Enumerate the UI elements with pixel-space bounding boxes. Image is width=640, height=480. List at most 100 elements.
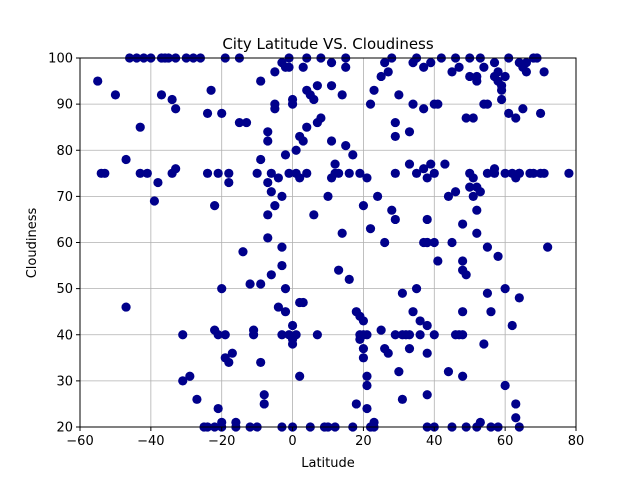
data-point (394, 367, 404, 377)
data-point (326, 136, 337, 146)
data-point (521, 58, 532, 68)
data-point (309, 210, 319, 220)
data-point (383, 67, 393, 77)
data-point (351, 399, 361, 409)
data-point (330, 159, 340, 169)
data-point (263, 177, 273, 188)
data-point (472, 205, 482, 215)
data-point (277, 330, 287, 340)
data-point (387, 205, 397, 215)
y-tick-label: 20 (56, 421, 73, 436)
data-point (458, 330, 468, 340)
data-point (472, 76, 482, 86)
data-point (458, 219, 468, 229)
data-point (390, 330, 400, 340)
data-point (404, 159, 415, 169)
x-tick-label: 20 (355, 434, 372, 449)
data-point (256, 357, 266, 368)
data-point (440, 159, 450, 169)
data-point (408, 99, 418, 109)
data-point (493, 67, 503, 77)
data-point (511, 113, 521, 123)
data-point (419, 164, 429, 174)
data-point (380, 237, 390, 248)
data-point (362, 173, 372, 183)
data-point (450, 187, 461, 197)
data-point (298, 297, 308, 308)
data-point (358, 201, 369, 211)
chart-title: City Latitude VS. Cloudiness (222, 35, 434, 53)
data-point (224, 357, 234, 368)
data-point (362, 403, 372, 414)
data-point (266, 168, 276, 178)
data-point (461, 113, 471, 123)
data-point (458, 307, 468, 317)
data-point (482, 168, 493, 178)
data-point (394, 90, 404, 100)
data-point (500, 71, 510, 82)
data-point (334, 168, 344, 178)
data-point (426, 159, 436, 169)
data-point (447, 237, 457, 248)
data-point (518, 104, 528, 114)
data-point (376, 71, 386, 82)
data-point (277, 260, 287, 271)
data-point (135, 168, 145, 178)
data-point (142, 168, 152, 178)
data-point (422, 390, 432, 400)
data-point (263, 136, 273, 146)
data-point (362, 330, 372, 340)
data-point (135, 122, 145, 132)
data-point (497, 94, 507, 105)
data-point (256, 154, 266, 165)
data-point (337, 228, 347, 238)
data-point (504, 108, 514, 118)
data-point (291, 330, 301, 340)
data-point (415, 316, 425, 326)
x-axis-label: Latitude (301, 456, 355, 471)
data-point (280, 307, 291, 317)
data-point (270, 201, 280, 211)
data-point (358, 353, 369, 363)
data-point (287, 320, 298, 331)
data-point (344, 274, 354, 284)
data-point (213, 403, 223, 414)
data-point (564, 168, 574, 178)
data-point (358, 343, 369, 354)
data-point (479, 62, 489, 72)
data-point (326, 81, 337, 91)
data-point (298, 136, 308, 146)
data-point (465, 182, 475, 192)
data-point (263, 127, 273, 137)
data-point (202, 168, 213, 178)
x-tick-label: 80 (568, 434, 585, 449)
data-point (507, 320, 517, 331)
data-point (465, 71, 475, 82)
data-point (468, 173, 478, 183)
data-point (93, 76, 103, 86)
data-point (210, 201, 220, 211)
data-point (287, 94, 298, 105)
data-point (479, 339, 489, 349)
data-point (422, 214, 432, 225)
data-point (511, 399, 521, 409)
data-point (302, 122, 312, 132)
data-point (220, 330, 230, 340)
data-point (500, 380, 510, 391)
y-tick-label: 50 (56, 282, 73, 297)
data-point (213, 330, 223, 340)
data-point (458, 371, 468, 381)
data-point (227, 348, 237, 358)
data-point (231, 417, 241, 427)
data-point (295, 173, 305, 183)
data-point (429, 168, 439, 178)
data-point (206, 85, 216, 95)
data-point (475, 187, 485, 197)
data-point (298, 62, 308, 72)
data-point (404, 127, 415, 137)
data-point (302, 168, 312, 178)
data-point (419, 104, 429, 114)
